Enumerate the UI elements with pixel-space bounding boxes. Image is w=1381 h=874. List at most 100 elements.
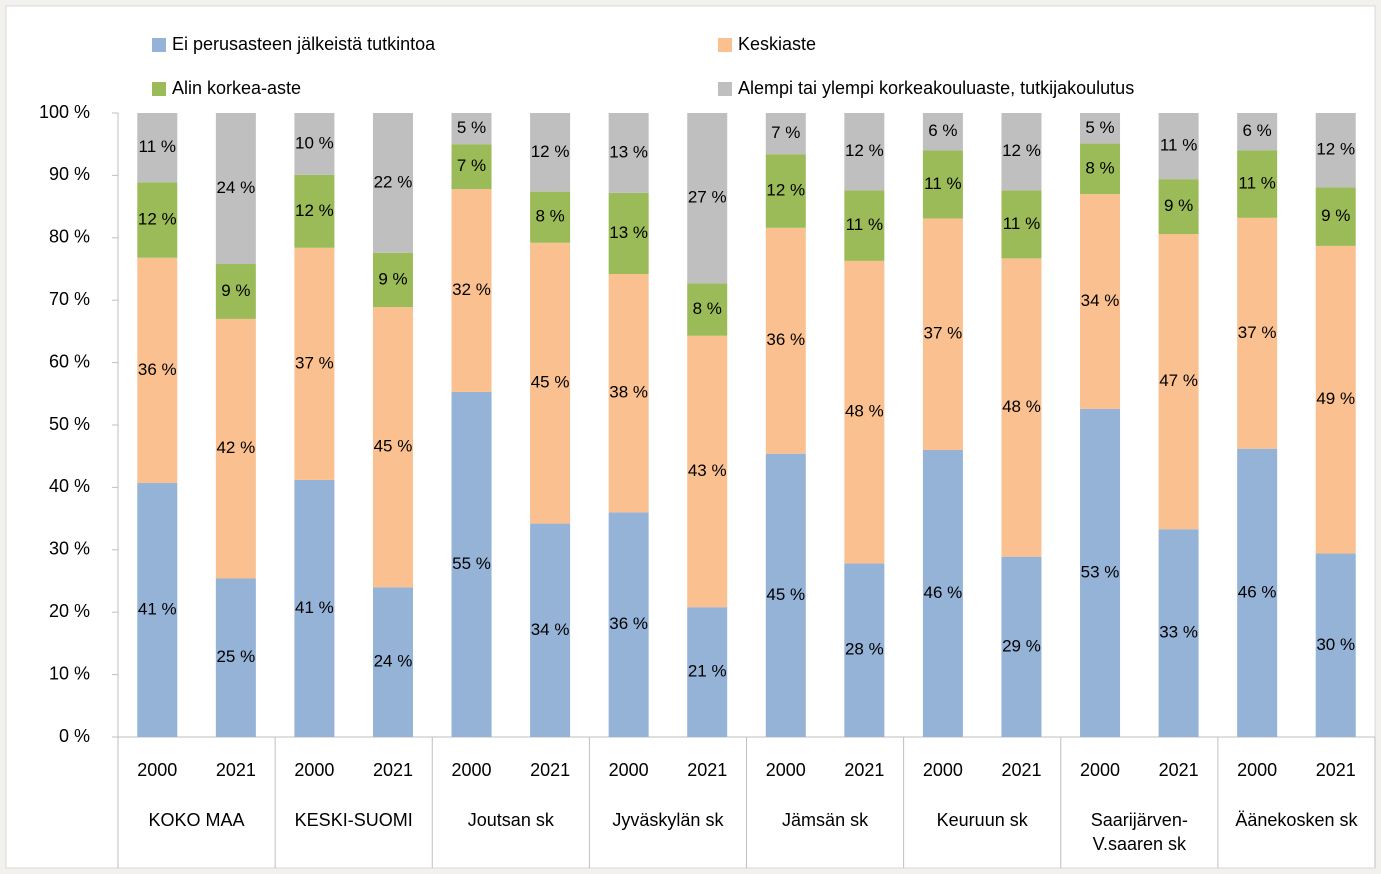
data-label: 6 %	[1243, 121, 1272, 140]
data-label: 13 %	[609, 223, 648, 242]
data-label: 24 %	[216, 178, 255, 197]
legend-label: Ei perusasteen jälkeistä tutkintoa	[172, 34, 436, 54]
data-label: 11 %	[1238, 174, 1276, 193]
bar-segment	[922, 150, 963, 219]
data-label: 10 %	[295, 133, 334, 152]
bar-segment	[294, 113, 335, 175]
data-label: 42 %	[216, 438, 255, 457]
bar-segment	[844, 113, 885, 191]
bar-segment	[1080, 113, 1121, 144]
bar-segment	[294, 479, 335, 737]
data-label: 28 %	[845, 640, 884, 659]
y-tick-label: 30 %	[49, 539, 90, 559]
group-label: Joutsan sk	[467, 810, 554, 830]
data-label: 45 %	[766, 585, 805, 604]
bar-segment	[215, 113, 256, 265]
y-tick-label: 100 %	[39, 102, 90, 122]
bar-segment	[294, 247, 335, 480]
bar-segment	[1315, 553, 1356, 737]
bar-segment	[215, 264, 256, 319]
bar-segment	[1080, 408, 1121, 737]
data-label: 48 %	[1002, 397, 1041, 416]
x-tick-label: 2000	[137, 760, 177, 780]
bar-segment	[608, 512, 649, 737]
x-tick-label: 2000	[1237, 760, 1277, 780]
data-label: 29 %	[1002, 636, 1041, 655]
group-label: KOKO MAA	[148, 810, 245, 830]
y-tick-label: 80 %	[49, 227, 90, 247]
group-label: Keuruun sk	[936, 810, 1028, 830]
data-label: 11 %	[1003, 214, 1041, 233]
bar-segment	[530, 242, 571, 524]
bar-segment	[137, 257, 178, 484]
legend-swatch	[152, 82, 166, 96]
legend-swatch	[718, 38, 732, 52]
bar-segment	[922, 449, 963, 737]
data-label: 12 %	[845, 141, 884, 160]
bar-segment	[1158, 234, 1199, 530]
data-label: 27 %	[688, 188, 727, 207]
data-label: 45 %	[531, 373, 570, 392]
bar-segment	[451, 189, 492, 392]
x-tick-label: 2021	[844, 760, 884, 780]
data-label: 12 %	[531, 142, 570, 161]
data-label: 33 %	[1159, 623, 1198, 642]
data-label: 5 %	[1085, 118, 1114, 137]
bar-segment	[1158, 529, 1199, 737]
bar-segment	[372, 587, 413, 737]
bar-segment	[922, 218, 963, 450]
bar-segment	[1237, 150, 1278, 218]
bar-segment	[844, 190, 885, 261]
bar-segment	[922, 113, 963, 151]
data-label: 34 %	[531, 620, 570, 639]
y-tick-label: 60 %	[49, 351, 90, 371]
y-tick-label: 70 %	[49, 289, 90, 309]
legend-label: Alin korkea-aste	[172, 78, 301, 98]
bar-segment	[844, 260, 885, 564]
y-tick-label: 40 %	[49, 476, 90, 496]
bar-segment	[1237, 448, 1278, 737]
data-label: 9 %	[1321, 206, 1350, 225]
bar-segment	[1001, 190, 1042, 259]
data-label: 11 %	[924, 174, 962, 193]
x-tick-label: 2000	[294, 760, 334, 780]
bar-segment	[215, 318, 256, 579]
x-tick-label: 2000	[452, 760, 492, 780]
bar-segment	[451, 391, 492, 737]
bar-segment	[530, 113, 571, 192]
data-label: 34 %	[1081, 291, 1120, 310]
bar-segment	[215, 578, 256, 737]
data-label: 46 %	[1238, 582, 1277, 601]
data-label: 38 %	[609, 383, 648, 402]
data-label: 46 %	[924, 583, 963, 602]
bar-segment	[608, 273, 649, 513]
bar-segment	[765, 453, 806, 737]
legend-swatch	[152, 38, 166, 52]
group-label: Jämsän sk	[782, 810, 869, 830]
data-label: 41 %	[295, 598, 334, 617]
bar-segment	[372, 307, 413, 588]
bar-segment	[844, 563, 885, 737]
data-label: 12 %	[766, 180, 805, 199]
x-tick-label: 2021	[530, 760, 570, 780]
x-tick-label: 2021	[1001, 760, 1041, 780]
data-label: 41 %	[138, 600, 177, 619]
data-label: 36 %	[138, 360, 177, 379]
bar-segment	[687, 607, 728, 737]
y-tick-label: 50 %	[49, 414, 90, 434]
group-label: KESKI-SUOMI	[294, 810, 413, 830]
data-label: 37 %	[924, 324, 963, 343]
data-label: 9 %	[221, 281, 250, 300]
bar-segment	[687, 113, 728, 284]
data-label: 49 %	[1316, 389, 1355, 408]
legend-label: Alempi tai ylempi korkeakouluaste, tutki…	[738, 78, 1134, 98]
x-tick-label: 2000	[923, 760, 963, 780]
bar-segment	[137, 113, 178, 183]
bar-segment	[1001, 113, 1042, 191]
data-label: 12 %	[138, 210, 177, 229]
bar-segment	[1158, 179, 1199, 235]
bar-segment	[1315, 187, 1356, 246]
data-label: 8 %	[1085, 158, 1114, 177]
data-label: 13 %	[609, 142, 648, 161]
